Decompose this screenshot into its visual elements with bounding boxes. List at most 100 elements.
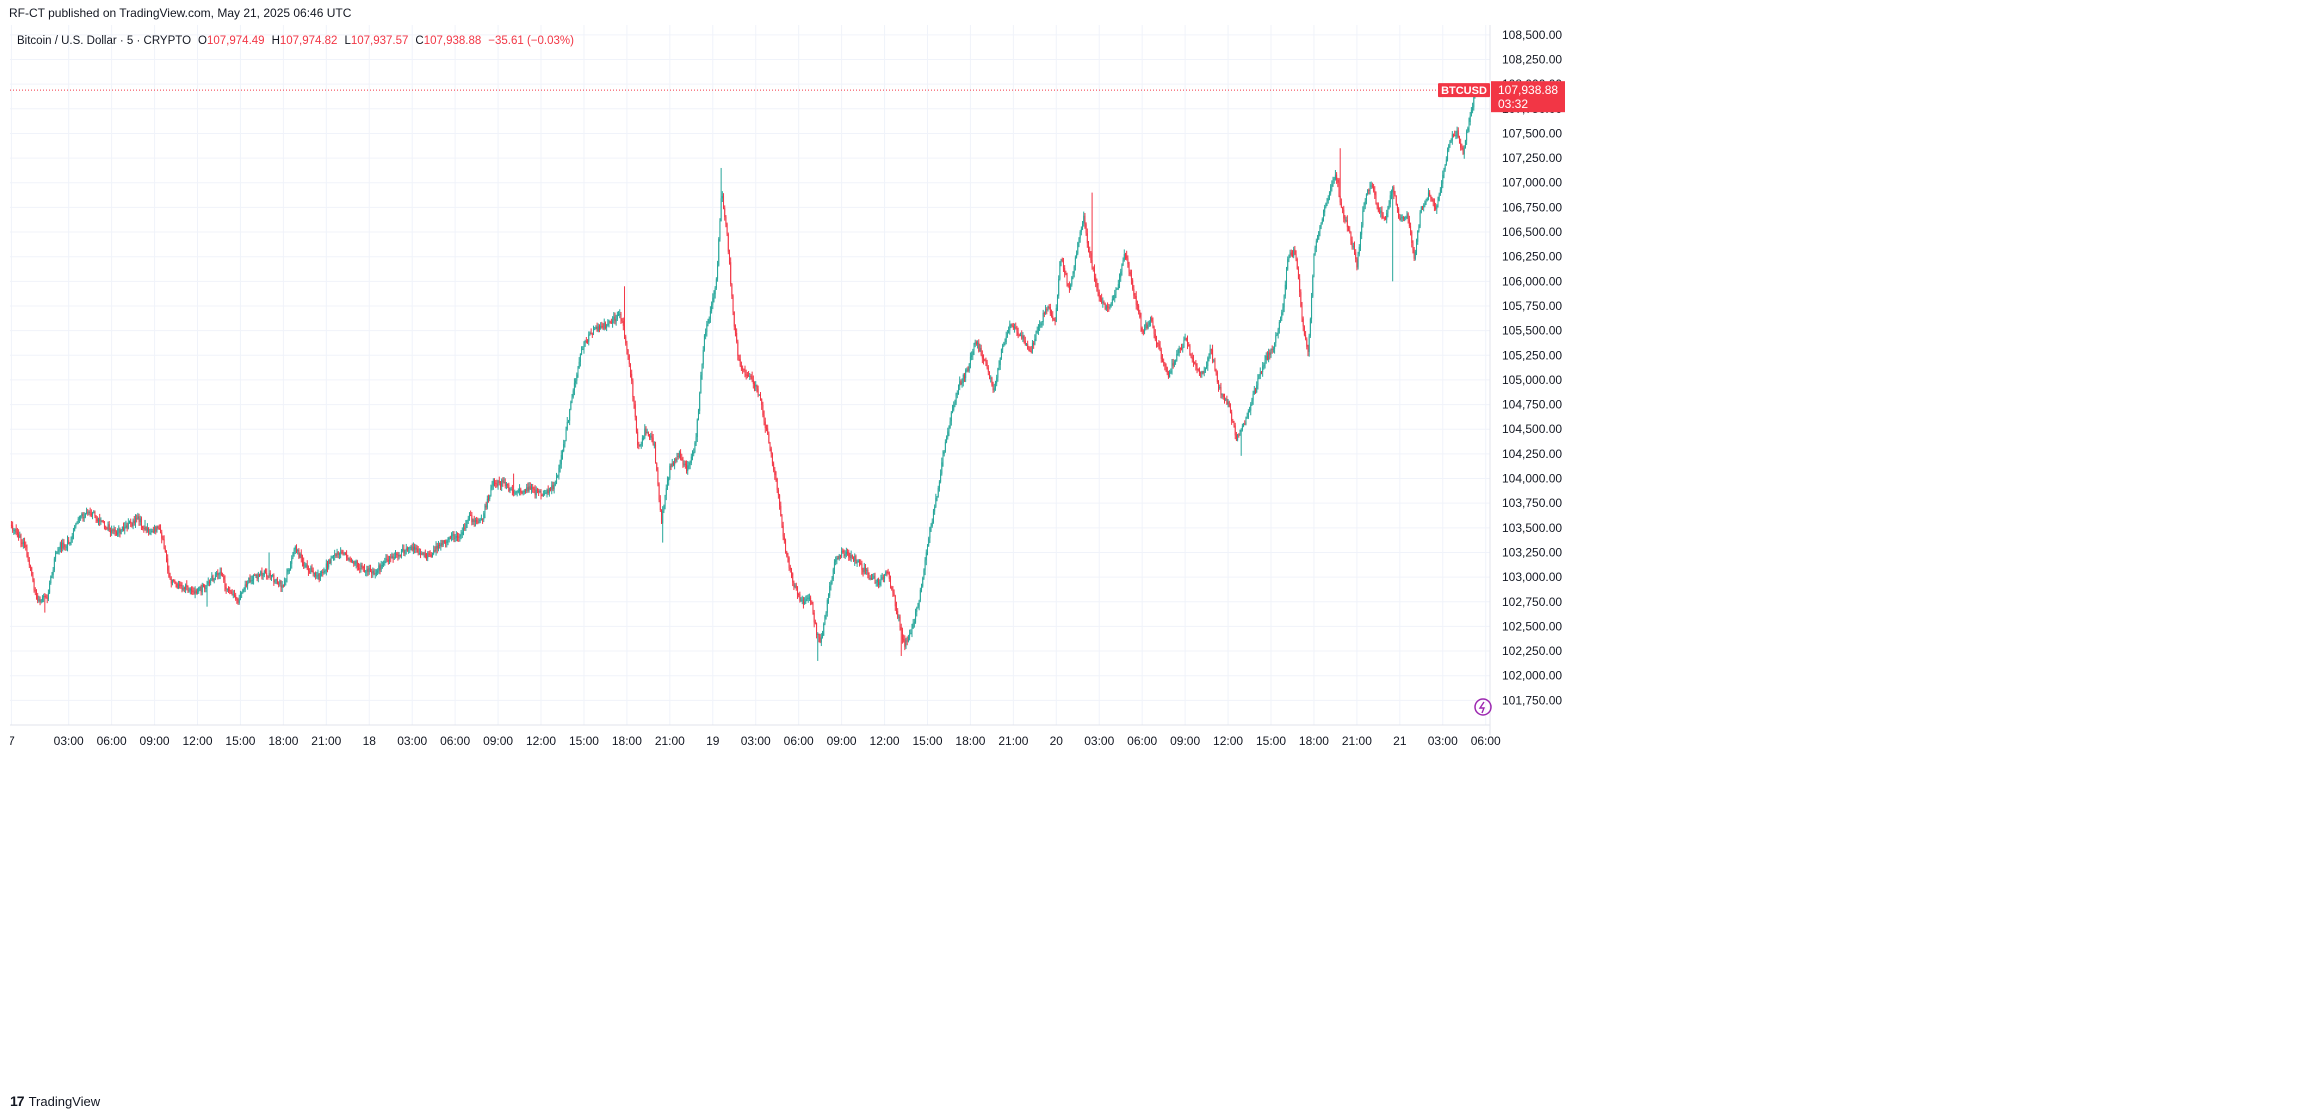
candle [1151, 315, 1153, 323]
candle [1238, 433, 1240, 438]
candle-body [937, 488, 939, 497]
candle [1404, 216, 1406, 222]
instrument-title[interactable]: Bitcoin / U.S. Dollar · 5 · CRYPTO [17, 35, 192, 47]
candle [575, 378, 577, 388]
candle [565, 426, 567, 442]
candle-body [338, 553, 340, 555]
time-tick-label: 12:00 [182, 734, 212, 748]
candle [402, 544, 404, 553]
candle [1332, 176, 1334, 187]
time-axis[interactable]: 7 03:00 06:00 09:00 12:00 15:00 18:00 21:00 18 03… [10, 734, 1501, 748]
candle-body [1381, 210, 1383, 216]
candle-body [849, 557, 851, 559]
candle [231, 589, 233, 596]
time-tick-label: 18:00 [612, 734, 642, 748]
candle [435, 541, 437, 556]
candle-body [992, 384, 994, 391]
candle-body [721, 195, 723, 199]
candle [677, 452, 679, 460]
candle [1167, 370, 1169, 379]
candle-body [313, 572, 315, 574]
candle-body [52, 570, 54, 575]
candle-body [942, 454, 944, 463]
candle [27, 551, 29, 562]
candle [362, 565, 364, 572]
candle [1025, 342, 1027, 347]
candle [1082, 220, 1084, 231]
candle-body [509, 489, 511, 492]
candle [1444, 163, 1446, 172]
tradingview-footer[interactable]: 17 TradingView [10, 1093, 100, 1109]
candle-body [1018, 335, 1020, 337]
candle [106, 526, 108, 530]
candle-body [59, 543, 61, 550]
candle [21, 539, 23, 547]
candle-body [1348, 227, 1350, 231]
candle [744, 365, 746, 378]
candle [1435, 202, 1437, 211]
candle-body [1390, 192, 1392, 196]
candle-body [1274, 342, 1276, 349]
candle [1260, 371, 1262, 375]
candle-body [43, 596, 45, 598]
price-chart[interactable]: 101,750.00102,000.00102,250.00102,500.00… [10, 25, 2300, 1085]
candle [947, 427, 949, 440]
candle-body [624, 325, 626, 337]
candle [217, 569, 219, 580]
price-axis[interactable]: 101,750.00102,000.00102,250.00102,500.00… [1502, 28, 1562, 707]
candle-body [1031, 342, 1033, 352]
candle [829, 581, 831, 598]
candle [1020, 332, 1022, 337]
candle-body [1444, 164, 1446, 170]
candle-body [749, 375, 751, 377]
candle-body [880, 578, 882, 582]
candle-body [775, 475, 777, 479]
candle [1380, 206, 1382, 218]
candle-body [120, 529, 122, 534]
candle-body [31, 567, 33, 576]
candle-body [548, 488, 550, 494]
candle-body [472, 519, 474, 523]
candle [499, 481, 501, 491]
candle [1121, 263, 1123, 276]
candle [329, 558, 331, 565]
candle [1078, 237, 1080, 248]
candle [595, 325, 597, 330]
candle-body [1216, 372, 1218, 382]
chart-area[interactable]: 101,750.00 102,000.00 102,250.00 102,500.00… [10, 25, 2300, 1085]
publish-info: RF-CT published on TradingView.com, May … [9, 6, 352, 20]
candle-body [403, 548, 405, 554]
candle [1008, 326, 1010, 334]
candle-body [239, 593, 241, 600]
candle [400, 548, 402, 559]
candle-body [1059, 261, 1061, 280]
candle [1232, 418, 1234, 423]
candle-body [466, 520, 468, 524]
candle-body [975, 342, 977, 344]
candle [1184, 333, 1186, 341]
candle-body [189, 588, 191, 591]
candle-body [483, 513, 485, 520]
candle [1164, 362, 1166, 371]
candle-body [125, 525, 127, 527]
candle-body [1077, 242, 1079, 254]
candle [486, 495, 488, 510]
candle-body [1469, 116, 1471, 122]
candle-body [83, 516, 85, 519]
candle-body [612, 320, 614, 324]
candle-body [987, 367, 989, 372]
candle [1473, 95, 1475, 111]
candle [1263, 362, 1265, 370]
snapshot-badge-icon[interactable] [1474, 698, 1492, 716]
candle [192, 586, 194, 595]
candle [30, 564, 32, 572]
candle [1070, 283, 1072, 291]
price-tag-value: 107,938.88 [1498, 83, 1558, 97]
candle-body [213, 578, 215, 581]
candle-body [173, 579, 175, 581]
candle-body [714, 287, 716, 295]
candle-body [581, 349, 583, 355]
candle-body [1408, 219, 1410, 226]
candle-body [1271, 349, 1273, 351]
